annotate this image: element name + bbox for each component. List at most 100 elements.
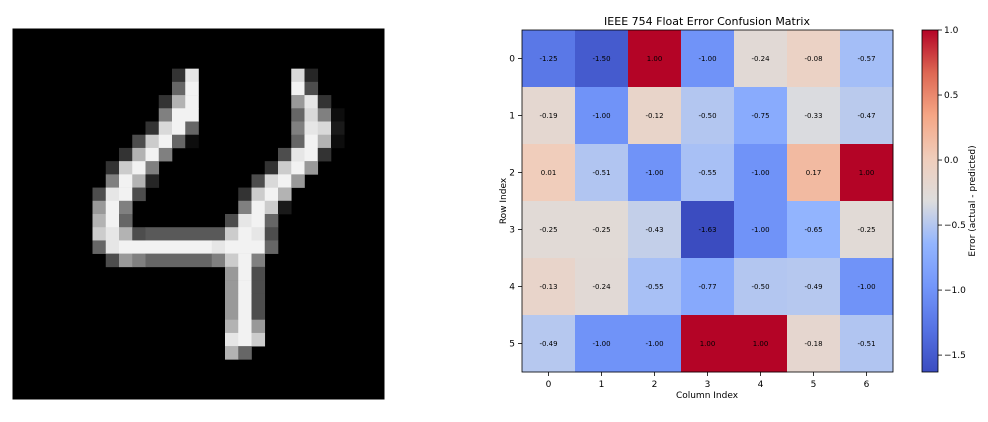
digit-pixel [132, 253, 146, 268]
digit-pixel [264, 161, 279, 175]
digit-pixel [317, 121, 332, 136]
heatmap-cell [840, 87, 894, 145]
heatmap-cell-label: -0.08 [804, 55, 822, 63]
heatmap-cell [681, 144, 735, 202]
heatmap-cell [681, 315, 735, 373]
digit-pixel [304, 121, 319, 136]
heatmap-cell-label: -0.33 [804, 112, 822, 120]
digit-pixel [105, 200, 120, 215]
digit-pixel [251, 200, 266, 215]
heatmap-cell [628, 87, 682, 145]
digit-pixel [185, 68, 199, 83]
digit-pixel [105, 161, 120, 175]
digit-pixel [132, 174, 146, 188]
heatmap-cell-label: -0.65 [804, 226, 822, 234]
heatmap-cell [787, 144, 841, 202]
digit-pixel [225, 319, 239, 334]
digit-pixel [119, 200, 133, 215]
digit-pixel [225, 306, 239, 321]
heatmap-cell-label: -1.00 [698, 55, 716, 63]
heatmap-cell-label: 1.00 [859, 169, 875, 177]
heatmap-cell [681, 30, 735, 88]
digit-pixel [331, 134, 345, 149]
digit-pixel [291, 134, 305, 149]
heatmap-cell [628, 144, 682, 202]
heatmap-cell-label: -0.51 [592, 169, 610, 177]
digit-pixel [145, 227, 226, 241]
colorbar-bar [921, 29, 939, 373]
y-tick-label: 0 [509, 55, 515, 65]
digit-pixel [278, 174, 292, 188]
heatmap-cell-label: -0.43 [645, 226, 663, 234]
digit-pixel [291, 174, 305, 188]
heatmap-cell-label: -0.18 [804, 340, 822, 348]
heatmap-cell [681, 201, 735, 259]
heatmap-cell [575, 315, 629, 373]
heatmap-cell-label: -0.25 [857, 226, 875, 234]
heatmap-cell-label: -1.00 [645, 169, 663, 177]
heatmap-cell-label: -0.50 [698, 112, 716, 120]
digit-pixel [172, 68, 186, 83]
digit-pixel [145, 253, 213, 268]
heatmap-cell-label: -0.19 [539, 112, 557, 120]
digit-pixel [105, 187, 120, 202]
digit-pixel [145, 174, 160, 188]
heatmap-cell [575, 144, 629, 202]
colorbar-tick-label: 0.5 [944, 91, 958, 101]
digit-pixel [291, 68, 305, 83]
digit-pixel [225, 332, 239, 347]
digit-pixel [145, 121, 160, 136]
y-tick-label: 4 [509, 283, 515, 293]
heatmap-cell-label: -0.51 [857, 340, 875, 348]
heatmap-cell-label: -1.25 [539, 55, 557, 63]
heatmap-cell [840, 315, 894, 373]
heatmap-cell-label: -1.00 [592, 340, 610, 348]
digit-pixel [172, 121, 186, 136]
digit-pixel [238, 227, 252, 241]
colorbar: 1.0 0.5 0.0 −0.5 −1.0 −1.5 Error (actual - pr… [921, 26, 978, 373]
digit-pixel [264, 227, 279, 241]
heatmap-cell [840, 144, 894, 202]
x-tick-label: 1 [599, 380, 605, 390]
digit-pixel [238, 214, 252, 228]
heatmap-cell [734, 315, 788, 373]
heatmap-cell [628, 30, 682, 88]
digit-pixel [158, 121, 173, 136]
digit-pixel [264, 200, 279, 215]
digit-pixel [238, 306, 252, 321]
heatmap-cell-label: -0.55 [698, 169, 716, 177]
digit-image-panel [12, 28, 385, 400]
y-tick-label: 1 [509, 112, 515, 122]
digit-pixel [92, 240, 107, 254]
digit-pixel [132, 240, 213, 254]
digit-pixel [172, 108, 199, 122]
digit-pixel [238, 319, 252, 334]
digit-pixel [238, 253, 252, 268]
digit-pixel [291, 108, 305, 122]
heatmap-cell [628, 315, 682, 373]
heatmap-cell [575, 258, 629, 316]
heatmap-cell-labels: -1.25 -1.50 1.00 -1.00 -0.24 -0.08 -0.57 -0.19 -… [539, 55, 875, 348]
y-axis-label: Row Index [499, 177, 509, 224]
heatmap-cell-label: -1.00 [751, 169, 769, 177]
digit-pixel [317, 147, 332, 162]
digit-pixel [105, 240, 120, 254]
heatmap-cell [787, 315, 841, 373]
heatmap-cell-label: -0.24 [592, 283, 611, 291]
heatmap-cell-label: -1.00 [857, 283, 875, 291]
heatmap-cell [787, 87, 841, 145]
heatmap-cell-label: -0.50 [751, 283, 769, 291]
digit-pixel [172, 95, 186, 109]
digit-pixel [251, 214, 266, 228]
heatmap-cell-label: 1.00 [647, 55, 663, 63]
x-axis-label: Column Index [676, 391, 739, 401]
digit-pixel [105, 253, 120, 268]
heatmap-cell-label: -1.63 [698, 226, 716, 234]
digit-pixel [278, 200, 292, 215]
digit-pixel [264, 240, 279, 254]
heatmap-cell [681, 87, 735, 145]
digit-image-frame [12, 28, 385, 400]
digit-pixel [185, 81, 199, 96]
digit-pixel [251, 306, 266, 321]
